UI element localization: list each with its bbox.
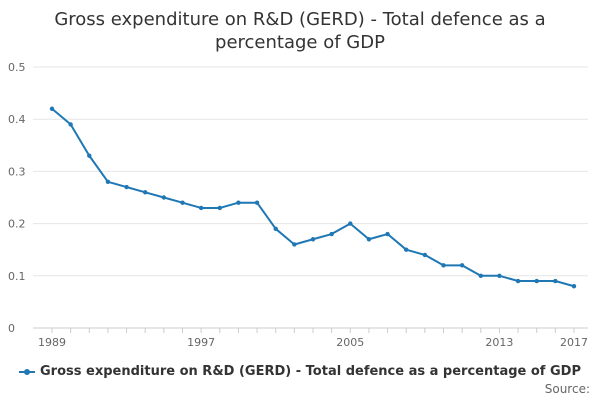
data-point[interactable] xyxy=(198,205,204,211)
x-tick-label: 1997 xyxy=(187,336,215,349)
data-point[interactable] xyxy=(68,122,73,127)
x-tick-label: 1989 xyxy=(38,336,66,349)
chart-title: Gross expenditure on R&D (GERD) - Total … xyxy=(54,9,546,53)
data-point[interactable] xyxy=(105,179,111,185)
y-axis-ticks: 0 0.1 0.2 0.3 0.4 0.5 xyxy=(8,61,26,335)
x-tick-label: 2005 xyxy=(336,336,364,349)
data-point[interactable] xyxy=(478,273,483,278)
y-tick-label: 0.1 xyxy=(8,270,26,283)
data-point[interactable] xyxy=(87,153,92,158)
data-point[interactable] xyxy=(254,200,260,205)
x-axis-ticks: 1989 1997 2005 2013 2017 xyxy=(38,328,588,349)
y-tick-label: 0 xyxy=(8,322,15,335)
data-point[interactable] xyxy=(571,284,577,289)
data-point[interactable] xyxy=(161,195,167,200)
y-tick-label: 0.3 xyxy=(8,165,26,178)
series-group xyxy=(49,106,577,289)
data-point[interactable] xyxy=(217,205,222,211)
x-tick-label: 2017 xyxy=(560,336,588,349)
data-point[interactable] xyxy=(404,247,409,252)
data-point[interactable] xyxy=(422,252,428,258)
data-point[interactable] xyxy=(348,221,353,226)
data-point[interactable] xyxy=(236,200,241,205)
legend[interactable]: Gross expenditure on R&D (GERD) - Total … xyxy=(0,364,600,384)
legend-marker xyxy=(19,368,36,376)
legend-label: Gross expenditure on R&D (GERD) - Total … xyxy=(40,364,581,379)
data-point[interactable] xyxy=(534,278,539,284)
data-point[interactable] xyxy=(180,200,185,205)
grid-lines xyxy=(33,66,588,329)
data-point[interactable] xyxy=(366,237,372,242)
x-tick-label: 2013 xyxy=(485,336,513,349)
data-point[interactable] xyxy=(553,278,558,284)
data-point[interactable] xyxy=(124,184,129,190)
data-point[interactable] xyxy=(49,106,55,111)
data-point[interactable] xyxy=(441,263,446,268)
y-tick-label: 0.4 xyxy=(8,113,26,126)
data-point[interactable] xyxy=(310,237,316,242)
data-point[interactable] xyxy=(273,226,278,232)
data-point[interactable] xyxy=(459,263,465,268)
y-tick-label: 0.2 xyxy=(8,218,26,231)
data-point[interactable] xyxy=(143,190,148,195)
data-point[interactable] xyxy=(515,278,521,284)
data-point[interactable] xyxy=(385,231,390,237)
data-point[interactable] xyxy=(497,273,502,278)
series-line xyxy=(51,107,575,288)
y-tick-label: 0.5 xyxy=(8,61,26,74)
data-point[interactable] xyxy=(329,231,334,237)
data-point[interactable] xyxy=(292,242,297,247)
source-label: Source: xyxy=(544,382,590,396)
